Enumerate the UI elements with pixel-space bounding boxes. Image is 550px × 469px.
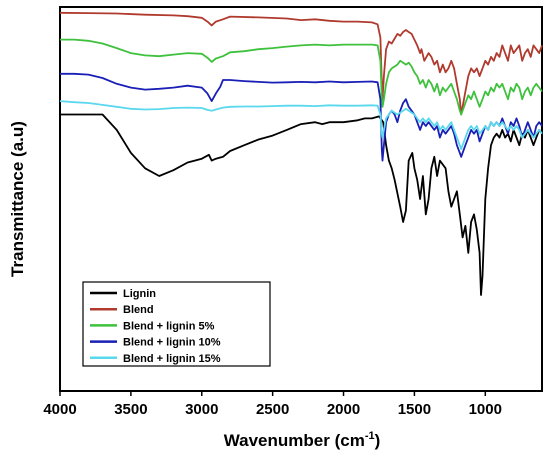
legend-label-1: Blend <box>123 304 154 316</box>
series-line-4 <box>59 100 543 150</box>
x-tick-label: 4000 <box>43 401 76 418</box>
legend-label-0: Lignin <box>123 288 156 300</box>
x-tick-label: 1000 <box>469 401 502 418</box>
legend-items: Lignin Blend Blend + lignin 5% Blend + lign… <box>90 288 221 365</box>
legend-label-4: Blend + lignin 15% <box>123 353 221 365</box>
x-tick-label: 1500 <box>398 401 431 418</box>
x-axis-title-sup: -1 <box>365 430 375 442</box>
legend-label-3: Blend + lignin 10% <box>123 337 221 349</box>
x-tick-label: 3000 <box>185 401 218 418</box>
x-tick-label: 2000 <box>327 401 360 418</box>
series-line-1 <box>59 11 543 116</box>
series-line-3 <box>60 72 543 162</box>
y-axis-title: Transmittance (a.u) <box>8 121 27 277</box>
series-layer <box>59 11 543 296</box>
series-line-2 <box>60 38 543 116</box>
x-tick-label: 2500 <box>256 401 289 418</box>
x-tick-label: 3500 <box>114 401 147 418</box>
legend: Lignin Blend Blend + lignin 5% Blend + lign… <box>82 281 271 367</box>
legend-box <box>82 281 271 367</box>
x-axis-title-suffix: ) <box>375 431 381 450</box>
plot-frame <box>59 6 543 392</box>
x-axis-title-main: Wavenumber (cm <box>224 431 365 450</box>
series-line-0 <box>60 113 543 296</box>
legend-label-2: Blend + lignin 5% <box>123 320 215 332</box>
x-axis-title: Wavenumber (cm-1) <box>224 430 381 450</box>
x-axis-ticks: 4000 3500 3000 2500 2000 1500 1000 <box>43 391 502 418</box>
